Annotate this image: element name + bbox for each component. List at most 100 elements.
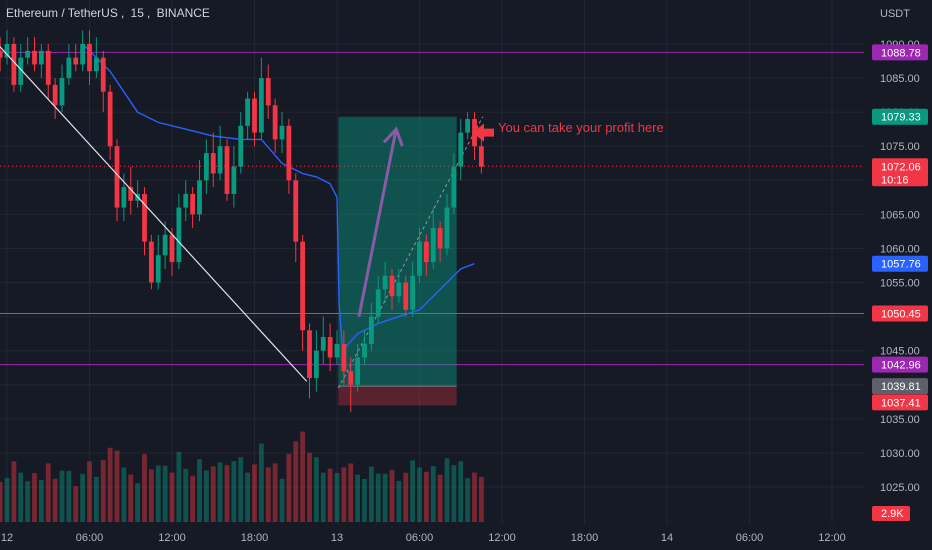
candle-body bbox=[45, 50, 51, 85]
volume-bar bbox=[313, 457, 319, 522]
candle-body bbox=[286, 125, 292, 181]
volume-bar bbox=[32, 473, 37, 522]
drawings[interactable] bbox=[0, 30, 494, 382]
candle bbox=[307, 323, 312, 399]
candle bbox=[362, 330, 367, 365]
candle-body bbox=[32, 50, 37, 65]
volume-bar bbox=[155, 465, 161, 522]
time-tick-label: 06:00 bbox=[736, 532, 764, 544]
candle bbox=[265, 64, 271, 119]
volume-bar bbox=[279, 478, 285, 522]
volume-bar bbox=[238, 457, 244, 522]
volume-bar bbox=[396, 481, 402, 522]
candle-body bbox=[375, 289, 381, 317]
volume-bar bbox=[265, 467, 271, 522]
profit-annotation-arrow bbox=[472, 123, 494, 142]
volume-bar bbox=[252, 464, 257, 522]
candle-body bbox=[203, 153, 209, 181]
volume-bar bbox=[389, 469, 395, 522]
price-badge: 1037.41 bbox=[872, 394, 928, 411]
candle-body bbox=[389, 275, 395, 297]
candle-body bbox=[410, 275, 416, 310]
volume-bar bbox=[59, 470, 65, 522]
moving-average bbox=[82, 43, 475, 353]
candle bbox=[258, 57, 264, 140]
candle bbox=[148, 234, 154, 290]
candle-body bbox=[11, 44, 17, 85]
candle bbox=[45, 44, 51, 99]
price-tick-label: 1075.00 bbox=[880, 141, 920, 153]
candle-body bbox=[279, 125, 285, 140]
candle-body bbox=[238, 125, 244, 167]
candle-body bbox=[121, 187, 127, 208]
volume-bar bbox=[327, 468, 333, 522]
candle bbox=[11, 37, 17, 92]
volume-badge-bg bbox=[872, 506, 910, 521]
horizontal-levels bbox=[0, 51, 864, 366]
candle-body bbox=[258, 78, 264, 133]
volume-bar bbox=[107, 447, 113, 522]
candle bbox=[410, 262, 416, 317]
candle bbox=[478, 139, 484, 174]
long-position-tool[interactable] bbox=[337, 116, 484, 406]
candle bbox=[100, 50, 106, 113]
symbol-title[interactable]: Ethereum / TetherUS, 15, BINANCE bbox=[6, 6, 213, 20]
candle-body bbox=[128, 187, 134, 201]
volume-bar bbox=[272, 463, 278, 522]
volume-bar bbox=[25, 481, 31, 522]
volume-bar bbox=[307, 452, 312, 522]
candle bbox=[203, 139, 209, 194]
candle-body bbox=[423, 241, 429, 263]
candle bbox=[142, 187, 147, 256]
price-badge-bg bbox=[872, 378, 928, 395]
price-badge-label: 1050.45 bbox=[881, 309, 921, 321]
candle-body bbox=[245, 98, 251, 126]
stop-loss-zone bbox=[338, 386, 457, 406]
candle bbox=[66, 44, 72, 85]
candle-body bbox=[368, 316, 374, 344]
volume-bar bbox=[197, 459, 202, 522]
volume-bar bbox=[18, 472, 24, 522]
candle bbox=[238, 112, 244, 174]
volume-bar bbox=[355, 474, 361, 522]
volume-bar bbox=[169, 472, 175, 522]
volume-bar bbox=[375, 473, 381, 522]
volume-bar bbox=[368, 466, 374, 522]
price-badge: 1079.33 bbox=[872, 108, 928, 125]
candle-body bbox=[231, 166, 237, 194]
volume-bar bbox=[135, 483, 141, 522]
ma-line bbox=[82, 43, 475, 353]
time-axis[interactable]: 12 06:00 12:00 18:00 13 06:00 12:00 18:00 14 06:0… bbox=[1, 532, 846, 544]
volume-bar bbox=[128, 474, 134, 522]
time-tick-label: 12:00 bbox=[488, 532, 516, 544]
volume-bar bbox=[286, 453, 292, 522]
candle-body bbox=[307, 330, 312, 378]
candle-body bbox=[197, 180, 202, 215]
time-tick-label: 06:00 bbox=[76, 532, 104, 544]
price-axis[interactable]: USDT1025.001030.001035.001040.001045.001… bbox=[880, 8, 920, 494]
candle-body bbox=[114, 146, 120, 208]
candle-body bbox=[148, 241, 154, 283]
candle bbox=[245, 91, 251, 140]
candle-body bbox=[176, 207, 182, 263]
candle bbox=[162, 221, 168, 269]
symbol-exchange: BINANCE bbox=[156, 6, 210, 20]
candle bbox=[382, 262, 388, 303]
volume-bar bbox=[451, 465, 457, 522]
candle bbox=[217, 125, 223, 181]
volume-bar bbox=[472, 472, 477, 522]
volume-bar bbox=[203, 470, 209, 522]
volume-bar bbox=[190, 475, 196, 522]
volume-bar bbox=[362, 479, 367, 522]
volume-bar bbox=[52, 478, 58, 522]
currency-label: USDT bbox=[880, 8, 910, 20]
volume-badge: 2.9K bbox=[872, 506, 910, 521]
candle-body bbox=[403, 282, 409, 310]
price-tick-label: 1045.00 bbox=[880, 346, 920, 358]
volume-bar bbox=[73, 486, 79, 522]
candle-body bbox=[458, 132, 464, 167]
price-badge: 1057.76 bbox=[872, 255, 928, 272]
candle bbox=[396, 268, 402, 303]
